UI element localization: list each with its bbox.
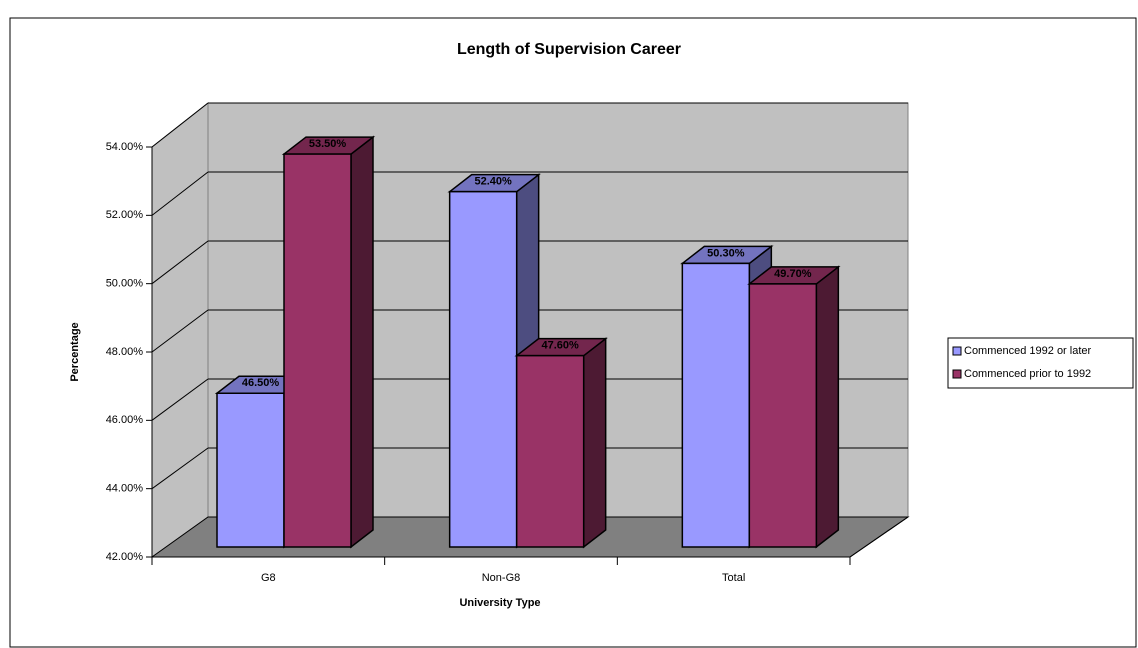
data-label: 52.40% — [475, 176, 513, 188]
legend-label: Commenced 1992 or later — [964, 345, 1092, 357]
grid-line — [151, 309, 209, 353]
bar — [448, 190, 518, 548]
legend-swatch — [952, 346, 962, 356]
bar-side — [350, 135, 374, 549]
data-label: 49.70% — [774, 268, 812, 280]
grid-line — [151, 102, 209, 148]
x-axis-label: University Type — [459, 597, 540, 609]
y-tick-label: 50.00% — [106, 278, 144, 290]
y-tick-label: 42.00% — [106, 551, 144, 563]
bar — [681, 262, 751, 548]
bar — [216, 392, 285, 548]
bar-side — [582, 337, 607, 549]
bar — [515, 354, 585, 548]
data-label: 50.30% — [707, 247, 745, 259]
data-label: 53.50% — [309, 138, 347, 150]
grid-line — [151, 171, 209, 216]
bar-side — [815, 265, 840, 549]
bar — [748, 283, 818, 548]
side-wall — [151, 101, 209, 558]
data-label: 46.50% — [242, 377, 280, 389]
grid-line — [151, 447, 209, 490]
y-tick-label: 52.00% — [106, 209, 144, 221]
bar — [283, 153, 352, 548]
y-tick-label: 46.00% — [106, 414, 144, 426]
data-label: 47.60% — [542, 340, 580, 352]
x-tick-label: Non-G8 — [482, 572, 521, 584]
y-tick-label: 48.00% — [106, 346, 144, 358]
x-tick-label: Total — [722, 572, 745, 584]
legend — [947, 337, 1134, 389]
y-axis-label: Percentage — [69, 322, 81, 381]
grid-line — [151, 240, 209, 285]
y-tick-label: 44.00% — [106, 483, 144, 495]
chart-title: Length of Supervision Career — [457, 41, 681, 58]
legend-label: Commenced prior to 1992 — [964, 368, 1091, 380]
y-tick-label: 54.00% — [106, 141, 144, 153]
x-tick-label: G8 — [261, 572, 276, 584]
legend-swatch — [952, 369, 962, 379]
floor-edge — [849, 516, 909, 558]
grid-line — [151, 378, 209, 421]
